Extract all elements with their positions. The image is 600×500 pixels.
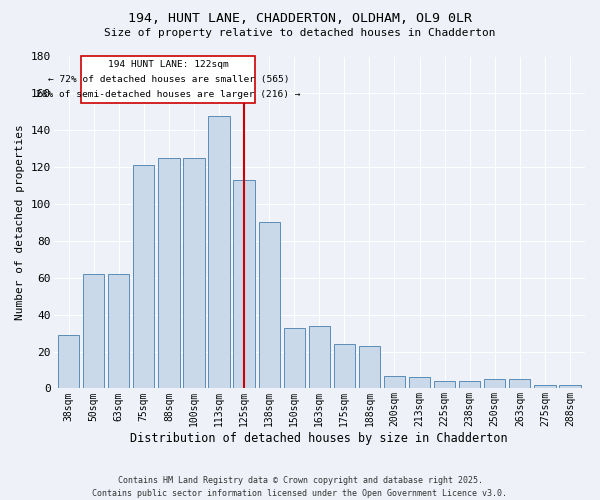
FancyBboxPatch shape bbox=[81, 56, 256, 102]
Bar bbox=[284, 328, 305, 388]
X-axis label: Distribution of detached houses by size in Chadderton: Distribution of detached houses by size … bbox=[130, 432, 508, 445]
Text: Contains HM Land Registry data © Crown copyright and database right 2025.
Contai: Contains HM Land Registry data © Crown c… bbox=[92, 476, 508, 498]
Bar bbox=[208, 116, 230, 388]
Bar bbox=[108, 274, 130, 388]
Bar bbox=[359, 346, 380, 389]
Bar bbox=[58, 335, 79, 388]
Bar bbox=[559, 384, 581, 388]
Bar bbox=[308, 326, 330, 388]
Text: 194 HUNT LANE: 122sqm: 194 HUNT LANE: 122sqm bbox=[108, 60, 229, 69]
Text: 28% of semi-detached houses are larger (216) →: 28% of semi-detached houses are larger (… bbox=[36, 90, 301, 98]
Bar bbox=[184, 158, 205, 388]
Bar bbox=[409, 378, 430, 388]
Bar bbox=[83, 274, 104, 388]
Bar bbox=[534, 384, 556, 388]
Y-axis label: Number of detached properties: Number of detached properties bbox=[15, 124, 25, 320]
Bar bbox=[434, 381, 455, 388]
Bar bbox=[459, 381, 481, 388]
Bar bbox=[158, 158, 179, 388]
Bar bbox=[384, 376, 405, 388]
Bar bbox=[259, 222, 280, 388]
Bar bbox=[334, 344, 355, 389]
Bar bbox=[484, 379, 505, 388]
Bar bbox=[509, 379, 530, 388]
Text: ← 72% of detached houses are smaller (565): ← 72% of detached houses are smaller (56… bbox=[47, 75, 289, 84]
Text: Size of property relative to detached houses in Chadderton: Size of property relative to detached ho… bbox=[104, 28, 496, 38]
Bar bbox=[233, 180, 255, 388]
Bar bbox=[133, 166, 154, 388]
Text: 194, HUNT LANE, CHADDERTON, OLDHAM, OL9 0LR: 194, HUNT LANE, CHADDERTON, OLDHAM, OL9 … bbox=[128, 12, 472, 26]
